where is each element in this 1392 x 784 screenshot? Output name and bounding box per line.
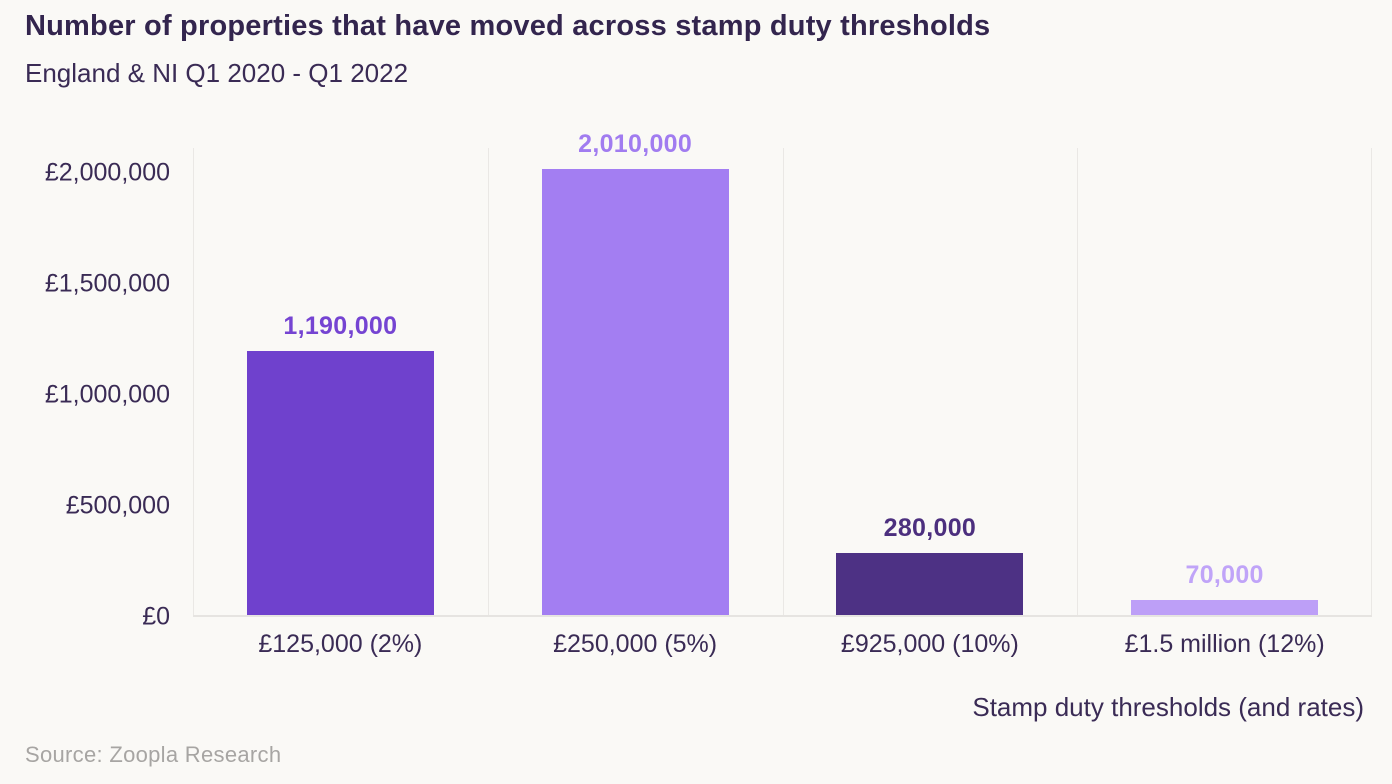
bar xyxy=(836,552,1024,615)
x-tick-label: £925,000 (10%) xyxy=(840,630,1019,658)
bar-column: 280,000 xyxy=(783,148,1078,615)
gridline-vertical xyxy=(1371,148,1372,615)
plot-area: 1,190,000 2,010,000 280,000 70,000 xyxy=(193,130,1372,617)
bar-value-label: 280,000 xyxy=(883,513,977,542)
bar xyxy=(1131,599,1319,615)
gridline-vertical xyxy=(782,148,784,615)
gridline-vertical xyxy=(193,148,194,615)
y-tick-label: £2,000,000 xyxy=(44,158,170,187)
bar-value-label: 1,190,000 xyxy=(283,311,398,340)
source-note: Source: Zoopla Research xyxy=(25,742,282,767)
y-axis: £0 £500,000 £1,000,000 £1,500,000 £2,000,000 xyxy=(0,148,170,631)
bar xyxy=(246,350,434,615)
x-axis: £125,000 (2%) £250,000 (5%) £925,000 (10%)… xyxy=(193,630,1372,666)
bar-column: 1,190,000 xyxy=(193,148,488,615)
x-tick-label: £250,000 (5%) xyxy=(553,630,718,658)
y-tick-label: £1,500,000 xyxy=(44,269,170,298)
gridline-vertical xyxy=(487,148,489,615)
y-tick-label: £1,000,000 xyxy=(44,380,170,409)
y-tick-label: £500,000 xyxy=(65,491,170,520)
bar-value-label: 70,000 xyxy=(1185,560,1264,589)
x-axis-title: Stamp duty thresholds (and rates) xyxy=(972,692,1364,722)
bar xyxy=(541,168,729,615)
x-tick-label: £1.5 million (12%) xyxy=(1124,630,1325,658)
x-tick-label: £125,000 (2%) xyxy=(258,630,423,658)
chart-subtitle: England & NI Q1 2020 - Q1 2022 xyxy=(25,58,409,88)
bar-column: 70,000 xyxy=(1077,148,1372,615)
bar-column: 2,010,000 xyxy=(488,130,783,615)
chart-title: Number of properties that have moved acr… xyxy=(25,10,991,42)
bar-value-label: 2,010,000 xyxy=(578,129,693,158)
y-tick-label: £0 xyxy=(142,602,170,631)
gridline-vertical xyxy=(1077,148,1079,615)
